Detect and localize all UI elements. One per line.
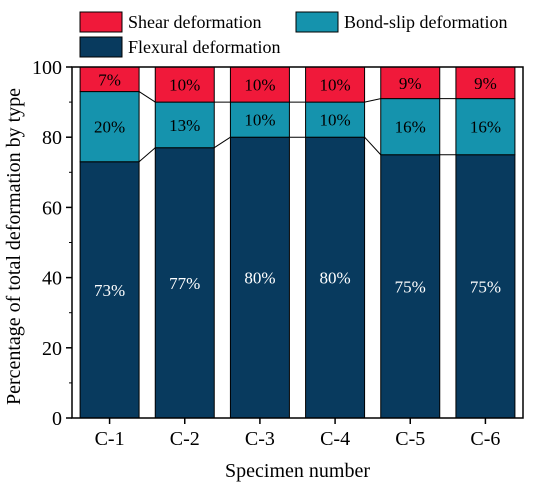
bar-segment xyxy=(229,66,290,103)
y-tick-label: 100 xyxy=(32,57,62,79)
data-label: 13% xyxy=(169,116,200,135)
x-axis-title: Specimen number xyxy=(225,460,370,482)
bar-segment xyxy=(455,98,516,156)
data-label: 10% xyxy=(319,111,350,130)
data-label: 10% xyxy=(319,76,350,95)
connector-line xyxy=(364,136,382,156)
y-tick-label: 60 xyxy=(42,197,62,219)
bar-segment xyxy=(305,66,366,103)
legend-swatch xyxy=(79,11,123,33)
bars-layer xyxy=(79,66,516,419)
data-label: 80% xyxy=(244,269,275,288)
axes: 0 20 40 60 80 100 C-1 C-2 C-3 C-4 C-5 C-6 xyxy=(32,57,524,450)
bar-segment xyxy=(154,147,215,419)
bar-segment xyxy=(305,136,366,419)
data-label: 10% xyxy=(244,76,275,95)
x-tick-label: C-1 xyxy=(95,428,125,450)
data-label: 73% xyxy=(94,281,125,300)
data-label: 7% xyxy=(98,70,121,89)
plot-frame xyxy=(71,66,524,419)
legend: Shear deformation Bond-slip deformation Fl… xyxy=(79,11,507,58)
connector-line xyxy=(138,91,156,103)
data-label: 16% xyxy=(395,118,426,137)
bar-segment xyxy=(305,101,366,138)
connector-line xyxy=(213,136,231,149)
x-tick-label: C-6 xyxy=(470,428,500,450)
y-tick-label: 80 xyxy=(42,127,62,149)
legend-label: Bond-slip deformation xyxy=(344,12,507,32)
y-tick-label: 20 xyxy=(42,338,62,360)
x-tick-label: C-4 xyxy=(320,428,350,450)
bar-segment xyxy=(154,66,215,103)
bar-segment xyxy=(380,66,441,100)
data-label: 9% xyxy=(399,74,422,93)
bar-segment xyxy=(229,101,290,138)
data-labels: 73% 20% 7% 77% 13% 10% 80% 10% 10% 80% 10% 10% 75% 16… xyxy=(94,70,501,300)
data-label: 16% xyxy=(470,118,501,137)
data-label: 77% xyxy=(169,274,200,293)
bar-segment xyxy=(455,66,516,100)
connector-lines xyxy=(138,91,456,163)
x-tick-label: C-5 xyxy=(395,428,425,450)
bar-segment xyxy=(79,91,140,163)
data-label: 9% xyxy=(474,74,497,93)
data-label: 75% xyxy=(395,277,426,296)
legend-label: Shear deformation xyxy=(128,12,261,32)
data-label: 10% xyxy=(169,76,200,95)
connector-line xyxy=(364,98,381,103)
bar-segment xyxy=(154,101,215,149)
data-label: 20% xyxy=(94,118,125,137)
legend-swatch xyxy=(79,36,123,58)
data-label: 80% xyxy=(319,269,350,288)
y-axis-title: Percentage of total deformation by type xyxy=(3,88,25,405)
x-tick-label: C-2 xyxy=(170,428,200,450)
x-tick-label: C-3 xyxy=(245,428,275,450)
connector-line xyxy=(138,147,156,163)
y-tick-label: 40 xyxy=(42,268,62,290)
legend-label: Flexural deformation xyxy=(128,37,280,57)
bar-segment xyxy=(455,154,516,419)
y-tick-label: 0 xyxy=(52,408,62,430)
legend-swatch xyxy=(295,11,339,33)
data-label: 75% xyxy=(470,277,501,296)
bar-segment xyxy=(380,154,441,419)
bar-segment xyxy=(79,161,140,419)
data-label: 10% xyxy=(244,111,275,130)
